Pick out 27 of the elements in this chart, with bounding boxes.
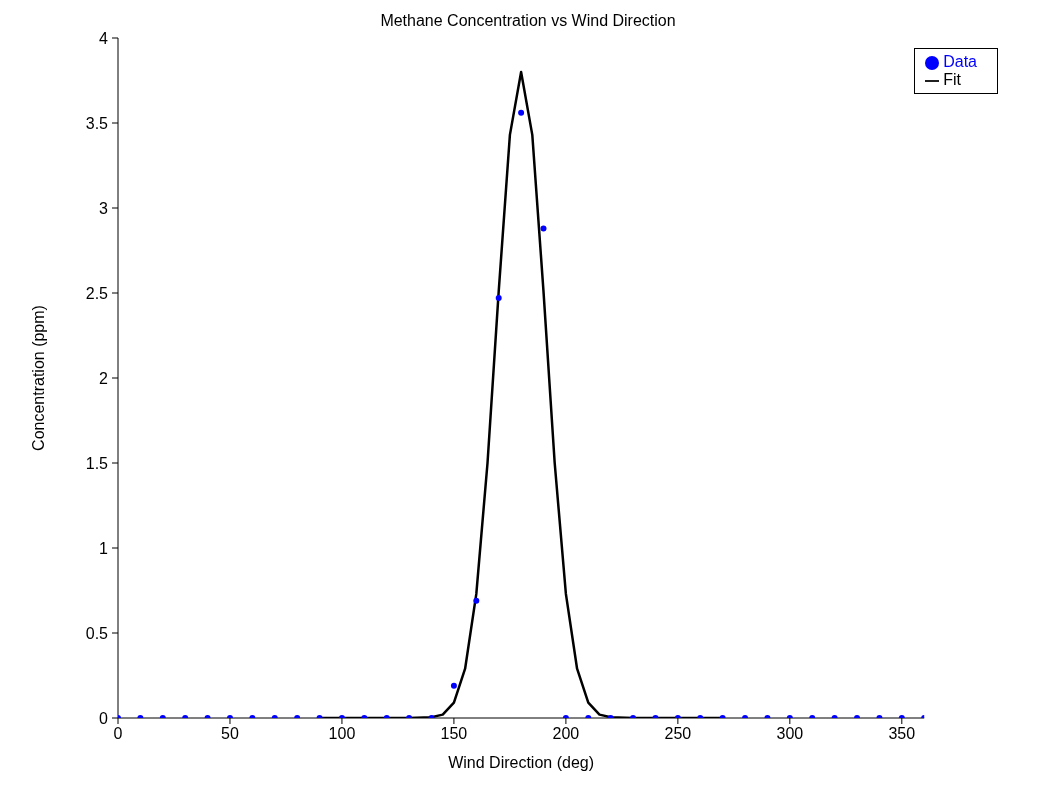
point [473, 597, 480, 604]
y-tick-label: 3 [99, 199, 109, 217]
y-tick-label: 0 [99, 709, 109, 727]
x-tick-label: 350 [888, 725, 916, 743]
y-tick-label: 0.5 [85, 624, 109, 642]
y-axis-title: Concentration (ppm) [29, 305, 47, 451]
x-tick-label: 100 [328, 725, 356, 743]
x-tick-label: 150 [440, 725, 468, 743]
point [450, 682, 457, 689]
y-tick-label: 4 [99, 29, 109, 47]
y-tick-label: 1.5 [85, 454, 109, 472]
y-tick-label: 2 [99, 369, 109, 387]
legend-label: Data [943, 53, 977, 70]
y-tick-label: 2.5 [85, 284, 109, 302]
point [495, 295, 502, 302]
chart-title: Methane Concentration vs Wind Direction [380, 12, 676, 29]
y-tick-label: 1 [99, 539, 109, 557]
point [540, 225, 547, 232]
y-tick-label: 3.5 [85, 114, 109, 132]
x-tick-label: 300 [776, 725, 804, 743]
legend-label: Fit [943, 71, 961, 88]
x-tick-label: 50 [221, 725, 239, 743]
x-tick-label: 200 [552, 725, 580, 743]
x-tick-label: 250 [664, 725, 692, 743]
x-tick-label: 0 [113, 725, 123, 743]
point [518, 109, 525, 116]
x-axis-title: Wind Direction (deg) [448, 754, 595, 771]
